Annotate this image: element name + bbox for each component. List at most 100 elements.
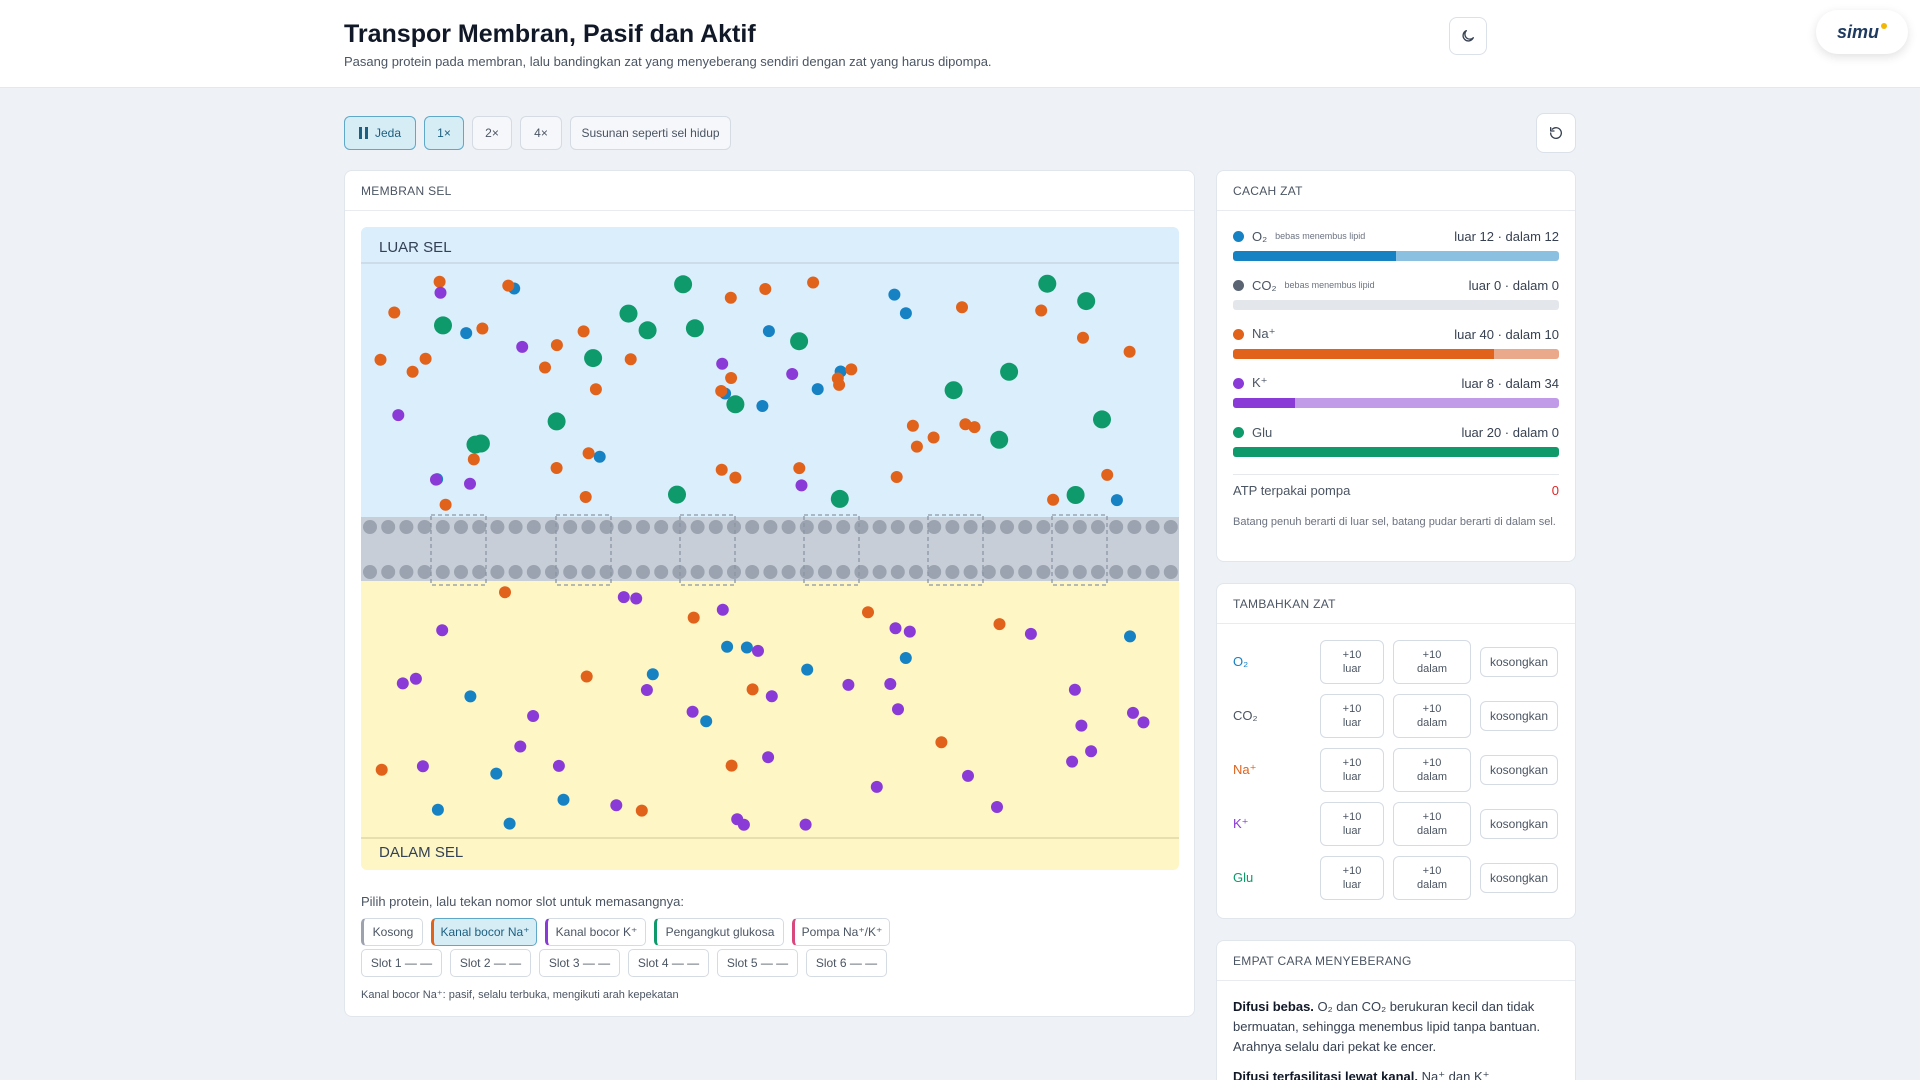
molecule: [593, 450, 606, 463]
molecule: [793, 462, 806, 475]
empty-substance-button[interactable]: kosongkan: [1480, 701, 1558, 731]
counts-legend-note: Batang penuh berarti di luar sel, batang…: [1233, 516, 1556, 528]
add-outside-top: +10: [1342, 811, 1362, 823]
ways-p1-text: O₂ dan CO₂ berukuran kecil dan tidak ber…: [1233, 999, 1541, 1054]
add-inside-button[interactable]: +10 dalam: [1393, 694, 1471, 738]
molecule: [1123, 345, 1136, 358]
molecule: [471, 434, 490, 453]
add-inside-bottom: dalam: [1417, 771, 1447, 783]
lipid-head: [1109, 520, 1124, 534]
molecule: [700, 715, 713, 728]
protein-na-k-pump[interactable]: Pompa Na⁺/K⁺: [792, 918, 890, 946]
slot-5-label: Slot 5 — —: [726, 956, 789, 970]
molecule: [640, 684, 653, 696]
speed-1x-button[interactable]: 1×: [424, 116, 464, 150]
lipid-head: [472, 565, 487, 579]
molecule: [419, 352, 432, 365]
add-outside-button[interactable]: +10 luar: [1320, 802, 1384, 846]
molecule: [1066, 486, 1085, 504]
slot-5-button[interactable]: Slot 5 — —: [717, 949, 798, 977]
molecule: [927, 431, 940, 444]
protein-glucose-transporter[interactable]: Pengangkut glukosa: [654, 918, 784, 946]
protein-na-leak-channel[interactable]: Kanal bocor Na⁺: [431, 918, 537, 946]
slot-1-button[interactable]: Slot 1 — —: [361, 949, 442, 977]
add-outside-button[interactable]: +10 luar: [1320, 748, 1384, 792]
molecule: [436, 624, 449, 637]
add-inside-button[interactable]: +10 dalam: [1393, 802, 1471, 846]
add-outside-button[interactable]: +10 luar: [1320, 694, 1384, 738]
molecule: [1038, 274, 1057, 293]
molecule: [715, 385, 728, 397]
substance-name: Glu: [1252, 424, 1273, 440]
lipid-head: [909, 520, 923, 534]
molecule: [527, 710, 540, 722]
bar-outside: [1233, 349, 1494, 359]
speed-2x-button[interactable]: 2×: [472, 116, 512, 150]
molecule: [830, 489, 849, 508]
molecule: [550, 339, 563, 352]
add-inside-button[interactable]: +10 dalam: [1393, 856, 1471, 900]
empty-substance-button[interactable]: kosongkan: [1480, 863, 1558, 893]
outside-label: LUAR SEL: [379, 239, 452, 256]
add-inside-top: +10: [1422, 811, 1442, 823]
bar-inside: [1396, 251, 1559, 261]
slot-6-button[interactable]: Slot 6 — —: [806, 949, 887, 977]
counts-divider: [1233, 474, 1559, 475]
lipid-head: [1127, 565, 1142, 579]
add-substance-label: Glu: [1233, 870, 1254, 885]
protein-empty[interactable]: Kosong: [361, 918, 423, 946]
add-outside-button[interactable]: +10 luar: [1320, 856, 1384, 900]
pause-icon: [358, 127, 368, 139]
slot-4-button[interactable]: Slot 4 — —: [628, 949, 709, 977]
molecule: [752, 644, 764, 657]
molecule: [935, 736, 948, 749]
add-outside-bottom: luar: [1342, 717, 1362, 729]
slot-3-button[interactable]: Slot 3 — —: [539, 949, 620, 977]
inside-label: DALAM SEL: [379, 844, 464, 861]
empty-substance-button[interactable]: kosongkan: [1480, 647, 1558, 677]
lipid-head: [1145, 565, 1160, 579]
molecule: [668, 485, 686, 504]
protein-k-leak-channel[interactable]: Kanal bocor K⁺: [545, 918, 646, 946]
lipid-head: [981, 520, 996, 534]
molecule: [1066, 755, 1079, 768]
pause-button[interactable]: Jeda: [344, 116, 416, 150]
add-outside-button[interactable]: +10 luar: [1320, 640, 1384, 684]
molecule: [635, 804, 648, 817]
lipid-head: [890, 565, 905, 579]
slot-2-button[interactable]: Slot 2 — —: [450, 949, 531, 977]
membrane-simulation[interactable]: LUAR SEL DALAM SEL: [361, 227, 1179, 870]
molecule: [884, 678, 897, 690]
add-inside-button[interactable]: +10 dalam: [1393, 748, 1471, 792]
add-inside-button[interactable]: +10 dalam: [1393, 640, 1471, 684]
bar-outside: [1233, 251, 1396, 261]
reset-button[interactable]: [1536, 113, 1576, 153]
molecule: [580, 670, 593, 683]
lipid-head: [781, 565, 796, 579]
brand-logo[interactable]: simu: [1816, 10, 1908, 54]
add-inside-bottom: dalam: [1417, 717, 1447, 729]
substance-name: O₂: [1252, 228, 1268, 244]
molecule: [892, 703, 904, 716]
lipid-head: [909, 565, 923, 579]
substance-dot-icon: [1233, 377, 1244, 389]
speed-4x-label: 4×: [534, 126, 548, 140]
substance-count: luar 12 · dalam 12: [1454, 228, 1559, 244]
molecule: [724, 291, 737, 304]
molecule: [1068, 683, 1081, 696]
lipid-head: [1163, 520, 1178, 534]
molecule: [685, 319, 704, 338]
lipid-head: [963, 565, 978, 579]
empty-substance-button[interactable]: kosongkan: [1480, 755, 1558, 785]
lipid-head: [708, 520, 723, 534]
molecule: [476, 322, 489, 335]
add-inside-bottom: dalam: [1417, 879, 1447, 891]
substance-bar: [1233, 447, 1559, 457]
speed-4x-button[interactable]: 4×: [520, 116, 562, 150]
molecule: [646, 668, 659, 681]
theme-toggle-button[interactable]: [1449, 17, 1487, 55]
preset-living-cell-button[interactable]: Susunan seperti sel hidup: [570, 116, 731, 150]
empty-substance-button[interactable]: kosongkan: [1480, 809, 1558, 839]
lipid-head: [545, 520, 559, 534]
molecule: [467, 453, 480, 466]
